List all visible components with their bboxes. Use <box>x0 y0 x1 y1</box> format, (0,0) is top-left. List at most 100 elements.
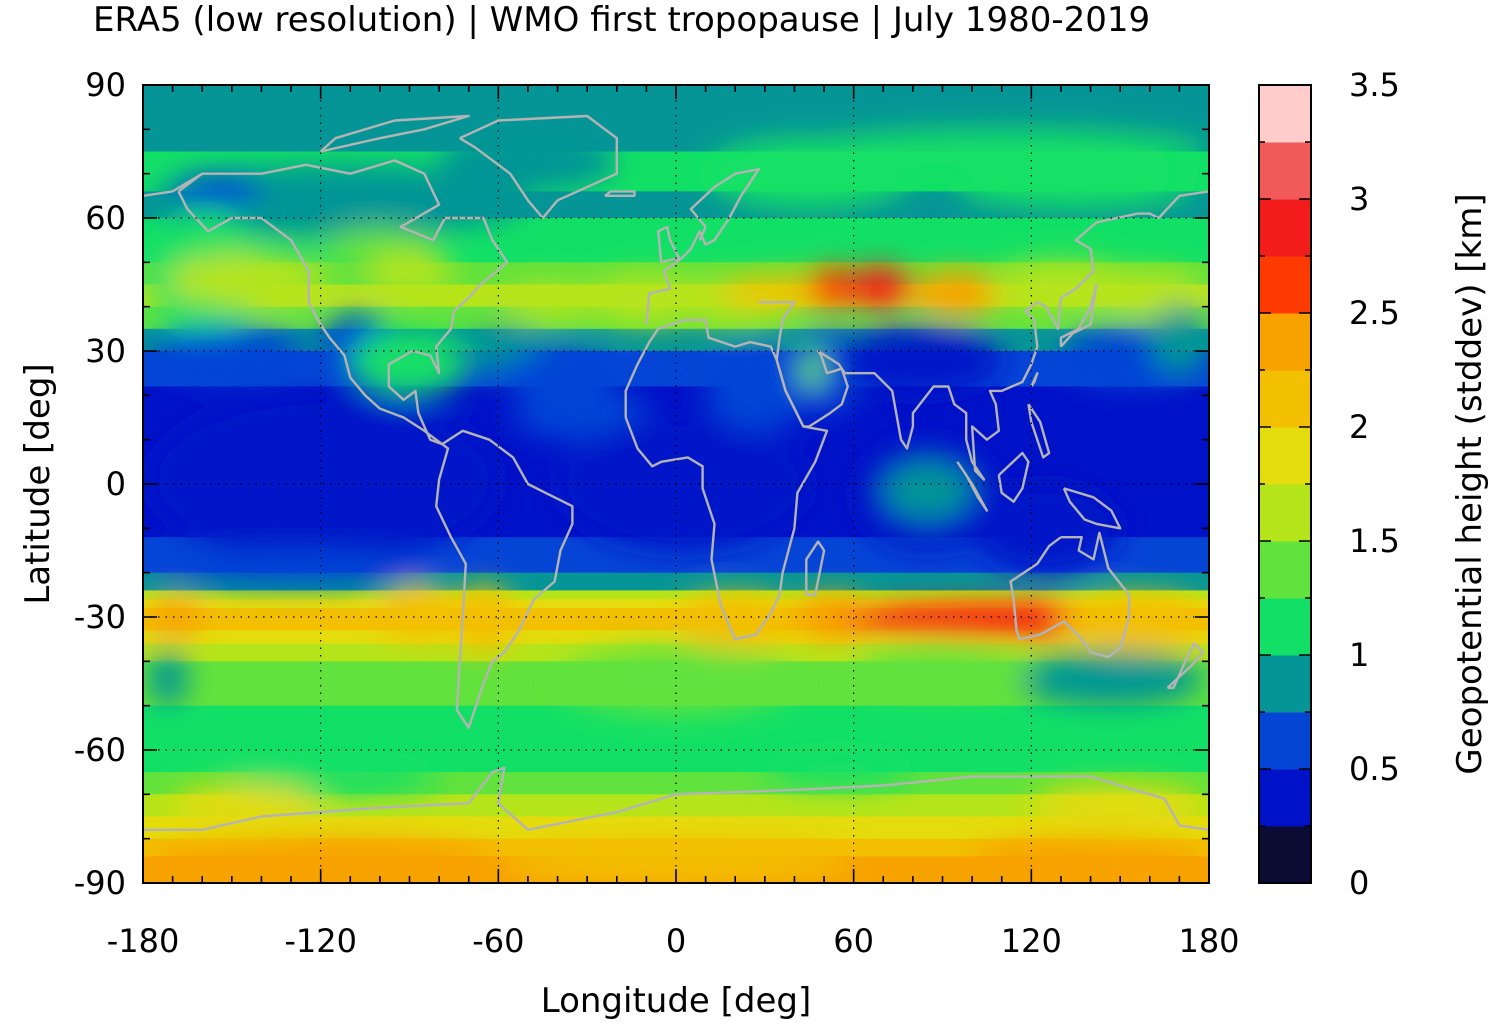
colorbar <box>1258 84 1312 884</box>
x-tick-label: 60 <box>833 922 875 960</box>
y-tick-label: -90 <box>73 864 126 902</box>
field-region <box>853 648 1032 693</box>
y-tick-label: -30 <box>73 598 126 636</box>
coastline <box>1166 642 1205 690</box>
y-tick-label: 30 <box>85 332 126 370</box>
field-region <box>1060 594 1209 649</box>
field-region <box>498 284 602 320</box>
colorbar-swatch <box>1259 484 1311 542</box>
colorbar-tick-label: 0 <box>1349 864 1370 902</box>
coastline <box>645 168 761 325</box>
map-frame <box>142 84 1210 884</box>
colorbar-swatch <box>1259 313 1311 371</box>
coastline <box>143 172 203 197</box>
field-region <box>498 838 854 883</box>
coastlines <box>143 114 1209 831</box>
colorbar-tick-label: 1 <box>1349 636 1370 674</box>
colorbar-swatch <box>1259 712 1311 770</box>
field-region <box>972 483 1121 573</box>
colorbar-tick-label: 3.5 <box>1349 66 1400 104</box>
field-region <box>1149 306 1209 374</box>
field-region <box>498 351 617 396</box>
field-region <box>557 648 795 715</box>
y-tick-label: -60 <box>73 731 126 769</box>
field-region <box>705 351 810 431</box>
coastline <box>1062 487 1122 530</box>
x-tick-label: -60 <box>472 922 525 960</box>
field-region <box>957 164 1195 210</box>
field-region <box>148 328 306 378</box>
coastline <box>604 190 636 197</box>
coastline <box>758 190 1209 481</box>
colorbar-swatch <box>1259 256 1311 314</box>
x-tick-label: -180 <box>106 922 180 960</box>
y-axis-label: Latitude [deg] <box>18 363 58 605</box>
coastline <box>143 766 1209 831</box>
field-region <box>148 395 499 564</box>
y-tick-label: 60 <box>85 199 126 237</box>
field-region <box>838 328 1002 396</box>
x-tick-label: 0 <box>665 922 687 960</box>
grid-lines <box>143 85 1209 883</box>
field-region <box>379 585 454 640</box>
colorbar-tick-label: 2.5 <box>1349 294 1400 332</box>
zonal-band <box>143 351 1209 388</box>
coastline <box>956 461 989 512</box>
coastline <box>1030 372 1039 388</box>
field-region <box>912 271 1002 316</box>
colorbar-swatch <box>1259 655 1311 713</box>
colorbar-swatch <box>1259 541 1311 599</box>
coastline <box>997 451 1030 503</box>
field-region <box>1090 271 1204 316</box>
colorbar-tick-label: 3 <box>1349 180 1370 218</box>
x-tick-label: -120 <box>284 922 357 960</box>
coastline <box>459 114 618 220</box>
zonal-band <box>143 608 1209 618</box>
field-region <box>148 652 188 706</box>
colorbar-swatch <box>1259 826 1311 884</box>
colorbar-tick-label: 1.5 <box>1349 522 1400 560</box>
field-region <box>365 253 454 294</box>
field-region <box>148 838 499 883</box>
field-region <box>800 346 825 391</box>
field-region <box>231 758 440 795</box>
field-region <box>847 266 913 307</box>
field-region <box>172 785 321 830</box>
colorbar-tick-label: 0.5 <box>1349 750 1400 788</box>
field-region <box>883 461 973 520</box>
coastline <box>435 429 574 729</box>
field-region <box>809 266 854 307</box>
colorbar-swatch <box>1259 427 1311 485</box>
y-tick-label: 90 <box>85 66 126 104</box>
field-region <box>439 129 617 192</box>
field-region <box>148 599 203 635</box>
coastline <box>805 540 826 596</box>
colorbar-swatch <box>1259 370 1311 428</box>
field-region <box>172 173 262 205</box>
coastline <box>1009 531 1131 659</box>
field-region <box>350 328 469 396</box>
coastline <box>1027 403 1051 459</box>
field-region <box>148 550 440 582</box>
colorbar-swatch <box>1259 598 1311 656</box>
coastline <box>319 114 470 153</box>
field-region <box>166 253 327 307</box>
colorbar-label: Geopotential height (stddev) [km] <box>1450 193 1490 775</box>
colorbar-tick-label: 2 <box>1349 408 1370 446</box>
colorbar-swatch <box>1259 199 1311 257</box>
colorbar-swatch <box>1259 769 1311 827</box>
x-tick-label: 180 <box>1178 922 1240 960</box>
field-region <box>764 750 913 786</box>
x-axis-label: Longitude [deg] <box>540 981 812 1021</box>
field-region <box>794 594 869 640</box>
field-region <box>794 129 1209 174</box>
x-tick-label: 120 <box>1000 922 1062 960</box>
field-region <box>676 594 795 649</box>
coastline <box>624 318 829 641</box>
coastline <box>1059 283 1098 348</box>
field-region <box>972 838 1204 883</box>
y-tick-label: 0 <box>105 465 126 503</box>
field-region <box>513 386 647 440</box>
